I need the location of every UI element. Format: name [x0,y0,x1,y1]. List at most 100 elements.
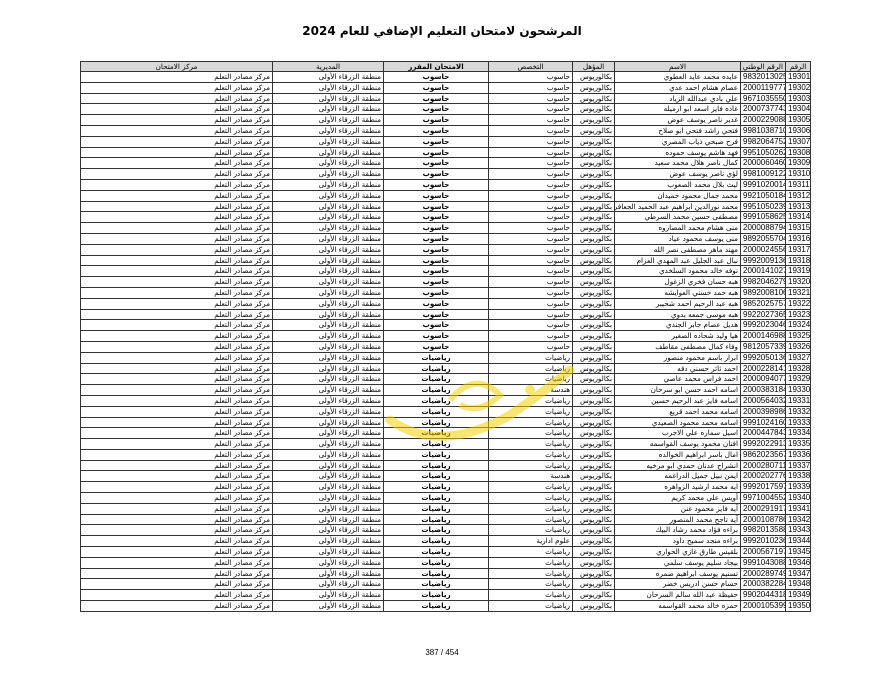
row-number: 19321 [785,286,811,299]
row-number: 19302 [785,81,811,94]
candidate-name: امال باسر ابراهيم الخوالده [614,448,741,461]
candidate-name: هبه حمد حسني العوايشه [614,286,741,299]
exam-center: مركز مصادر التعلم [80,438,273,450]
row-number: 19342 [785,513,811,526]
candidate-name: محمد جمال محمود حميدان [614,189,741,202]
directorate: منطقة الزرقاء الأولى [272,362,384,375]
qualification: بكالوريوس [572,405,615,418]
national-id: 2000447843 [740,427,786,440]
directorate: منطقة الزرقاء الأولى [272,254,384,267]
row-number: 19346 [785,556,811,569]
candidate-name: عايده محمد عايد العطوي [614,71,741,83]
national-id: 9922027365 [740,308,786,321]
exam-subject: حاسوب [383,157,489,170]
national-id: 2000146988 [740,330,786,342]
specialization: حاسوب [488,330,573,342]
table-row: 19308 9951050262 فهد هاشم يوسف حموده بكالور… [80,146,811,159]
directorate: منطقة الزرقاء الأولى [272,340,384,353]
exam-subject: حاسوب [383,211,489,224]
exam-center: مركز مصادر التعلم [80,502,273,515]
specialization: رياضيات [488,448,573,461]
national-id: 9992010236 [740,535,786,548]
qualification: بكالوريوس [572,92,615,105]
specialization: حاسوب [488,340,573,353]
exam-subject: حاسوب [383,200,489,213]
directorate: منطقة الزرقاء الأولى [272,135,384,148]
specialization: حاسوب [488,146,573,159]
exam-center: مركز مصادر التعلم [80,71,273,83]
national-id: 9981009122 [740,168,786,180]
directorate: منطقة الزرقاء الأولى [272,578,384,591]
candidate-name: اسامه احمد حسن ابو سرحان [614,384,741,396]
specialization: رياضيات [488,351,573,364]
directorate: منطقة الزرقاء الأولى [272,232,384,245]
row-number: 19305 [785,114,811,126]
header-num: الرقم [785,61,811,72]
candidate-name: هديل عصام جابر الجندي [614,319,741,332]
row-number: 19306 [785,124,811,137]
row-number: 19349 [785,589,811,602]
row-number: 19315 [785,222,811,234]
candidate-name: احمد ثائر حسني دقه [614,362,741,375]
specialization: حاسوب [488,71,573,83]
exam-center: مركز مصادر التعلم [80,135,273,148]
directorate: منطقة الزرقاء الأولى [272,308,384,321]
national-id: 2000398986 [740,405,786,418]
row-number: 19301 [785,71,811,83]
qualification: بكالوريوس [572,492,615,504]
exam-center: مركز مصادر التعلم [80,297,273,310]
exam-subject: رياضيات [383,384,489,396]
table-row: 19349 9902044318 حفيظة عبد الله سالم السرح… [80,589,811,602]
specialization: رياضيات [488,556,573,569]
directorate: منطقة الزرقاء الأولى [272,481,384,494]
specialization: رياضيات [488,502,573,515]
specialization: حاسوب [488,157,573,170]
specialization: حاسوب [488,178,573,191]
row-number: 19311 [785,178,811,191]
national-id: 9832013025 [740,71,786,83]
national-id: 9992017597 [740,481,786,494]
qualification: بكالوريوس [572,384,615,396]
table-row: 19320 9982046279 هبه حسان فخري الزغول بكالو… [80,276,811,288]
qualification: بكالوريوس [572,589,615,602]
exam-center: مركز مصادر التعلم [80,200,273,213]
candidate-name: عصام هشام احمد عدي [614,81,741,94]
table-row: 19345 2000567197 بلقيس طارق غازي الحواري بك… [80,546,811,558]
exam-subject: رياضيات [383,513,489,526]
national-id: 9992009136 [740,254,786,267]
candidate-name: اسيل سماره علي الاجرب [614,427,741,440]
row-number: 19317 [785,243,811,256]
row-number: 19333 [785,416,811,429]
national-id: 9921050184 [740,189,786,202]
directorate: منطقة الزرقاء الأولى [272,513,384,526]
specialization: حاسوب [488,243,573,256]
candidate-name: كمال ناصر هلال محمد سعيد [614,157,741,170]
candidates-table: الرقم الرقم الوطني الاسم المؤهل التخصص ا… [80,61,811,612]
page-title: المرشحون لامتحان التعليم الإضافي للعام 2… [302,24,582,38]
row-number: 19323 [785,308,811,321]
candidate-name: هيا وليد شحاده الصغير [614,330,741,342]
candidate-name: هبه حسان فخري الزغول [614,276,741,288]
row-number: 19316 [785,232,811,245]
national-id: 9991024160 [740,416,786,429]
row-number: 19325 [785,330,811,342]
specialization: حاسوب [488,124,573,137]
exam-center: مركز مصادر التعلم [80,384,273,396]
row-number: 19343 [785,524,811,537]
table-row: 19314 9991058625 مصطفى حسين محمد السرطي بكا… [80,211,811,224]
table-row: 19343 9982013588 براءه فؤاد محمد رشاد البي… [80,524,811,537]
exam-center: مركز مصادر التعلم [80,405,273,418]
candidate-name: احمد فراس محمد عاصي [614,373,741,386]
directorate: منطقة الزرقاء الأولى [272,438,384,450]
table-row: 19318 9992009136 نبال عبد الجليل عبد المهد… [80,254,811,267]
specialization: رياضيات [488,524,573,537]
exam-subject: رياضيات [383,405,489,418]
table-row: 19334 2000447843 اسيل سماره علي الاجرب بكال… [80,427,811,440]
national-id: 2000280711 [740,459,786,472]
directorate: منطقة الزرقاء الأولى [272,373,384,386]
exam-subject: رياضيات [383,459,489,472]
table-row: 19313 9951050239 محمد نورالدين ابراهيم عبد… [80,200,811,213]
directorate: منطقة الزرقاء الأولى [272,416,384,429]
candidate-name: اسامه محمد محمود الصعيدي [614,416,741,429]
national-id: 9992022913 [740,438,786,450]
